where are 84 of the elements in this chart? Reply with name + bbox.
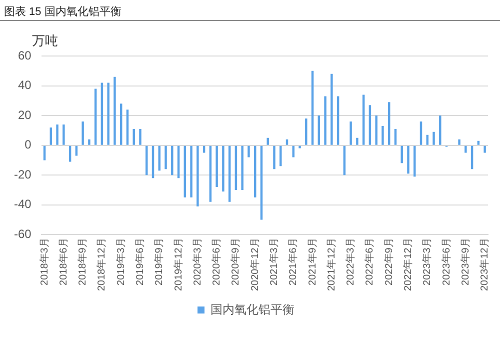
bar [132, 128, 135, 145]
x-tick-label: 2021年9月 [306, 238, 318, 286]
bar [420, 122, 422, 145]
bar [248, 146, 250, 158]
bar [368, 105, 372, 145]
x-tick-label: 2020年12月 [248, 238, 261, 292]
y-tick-label: 60 [18, 48, 32, 62]
x-tick-label: 2020年3月 [191, 238, 204, 286]
bar [400, 146, 403, 164]
bar [375, 116, 378, 145]
bar [464, 146, 467, 153]
legend-label: 国内氧化铝平衡 [210, 302, 294, 316]
x-tick-label: 2018年6月 [57, 238, 70, 286]
bar [56, 124, 58, 145]
bar [126, 110, 129, 145]
bar [190, 146, 192, 198]
bar [318, 116, 320, 145]
bar [202, 146, 206, 153]
bar [266, 138, 269, 145]
bar [394, 128, 397, 145]
y-axis-title: 万吨 [32, 32, 58, 50]
bar [196, 146, 199, 206]
y-tick-label: 20 [18, 108, 32, 122]
x-tick-label: 2023年12月 [478, 238, 491, 292]
y-tick-label: 0 [24, 138, 32, 152]
x-tick-label: 2020年6月 [210, 238, 223, 286]
y-tick-label: -20 [14, 167, 32, 182]
x-tick-label: 2019年3月 [114, 238, 127, 286]
bar [298, 146, 301, 148]
y-tick-label: -40 [14, 197, 32, 212]
bar [164, 146, 167, 170]
x-tick-label: 2021年12月 [325, 238, 338, 292]
x-tick-label: 2019年6月 [134, 238, 146, 286]
bar [432, 132, 435, 145]
bar [439, 116, 442, 145]
x-tick-label: 2022年6月 [364, 238, 376, 286]
bar [273, 146, 276, 170]
bar [362, 94, 365, 145]
bar [484, 146, 486, 153]
bar [458, 139, 460, 145]
bar [171, 146, 174, 176]
bar [350, 122, 352, 145]
x-tick-label: 2019年12月 [172, 238, 184, 292]
bar [324, 96, 326, 145]
x-tick-label: 2022年3月 [344, 238, 357, 286]
bar [407, 146, 410, 174]
x-tick-label: 2018年9月 [76, 238, 89, 286]
x-tick-label: 2023年3月 [421, 238, 434, 286]
bar [82, 122, 84, 145]
x-tick-label: 2022年12月 [402, 238, 414, 292]
bar [477, 140, 480, 145]
bar [305, 118, 308, 145]
bar [426, 134, 428, 145]
x-tick-label: 2021年3月 [268, 238, 280, 286]
bar [330, 74, 333, 145]
x-tick-label: 2019年9月 [153, 238, 166, 286]
x-tick-label: 2022年9月 [382, 238, 395, 286]
x-tick-label: 2018年3月 [38, 238, 50, 286]
bar [62, 124, 65, 145]
bar [382, 126, 384, 145]
bar [50, 127, 52, 145]
y-tick-label: 40 [18, 78, 32, 92]
bar [336, 96, 340, 145]
chart-title: 图表 15 国内氧化铝平衡 [4, 5, 122, 19]
bar [120, 104, 122, 145]
bar [114, 76, 116, 145]
bar [222, 146, 224, 192]
bar [107, 82, 110, 145]
x-tick-label: 2023年9月 [459, 238, 472, 286]
bar [216, 146, 218, 187]
bar [241, 146, 244, 190]
bar [88, 139, 90, 145]
bar [388, 102, 390, 145]
x-tick-label: 2020年9月 [230, 238, 242, 286]
y-tick-label: -60 [14, 226, 32, 241]
bar [139, 128, 142, 145]
bar [356, 138, 358, 145]
bar [94, 88, 97, 145]
bar [311, 70, 314, 145]
bar [286, 139, 288, 145]
x-tick-label: 2023年6月 [440, 238, 452, 286]
bar [100, 82, 104, 145]
x-tick-label: 2018年12月 [96, 238, 108, 292]
x-tick-label: 2021年6月 [287, 238, 300, 286]
